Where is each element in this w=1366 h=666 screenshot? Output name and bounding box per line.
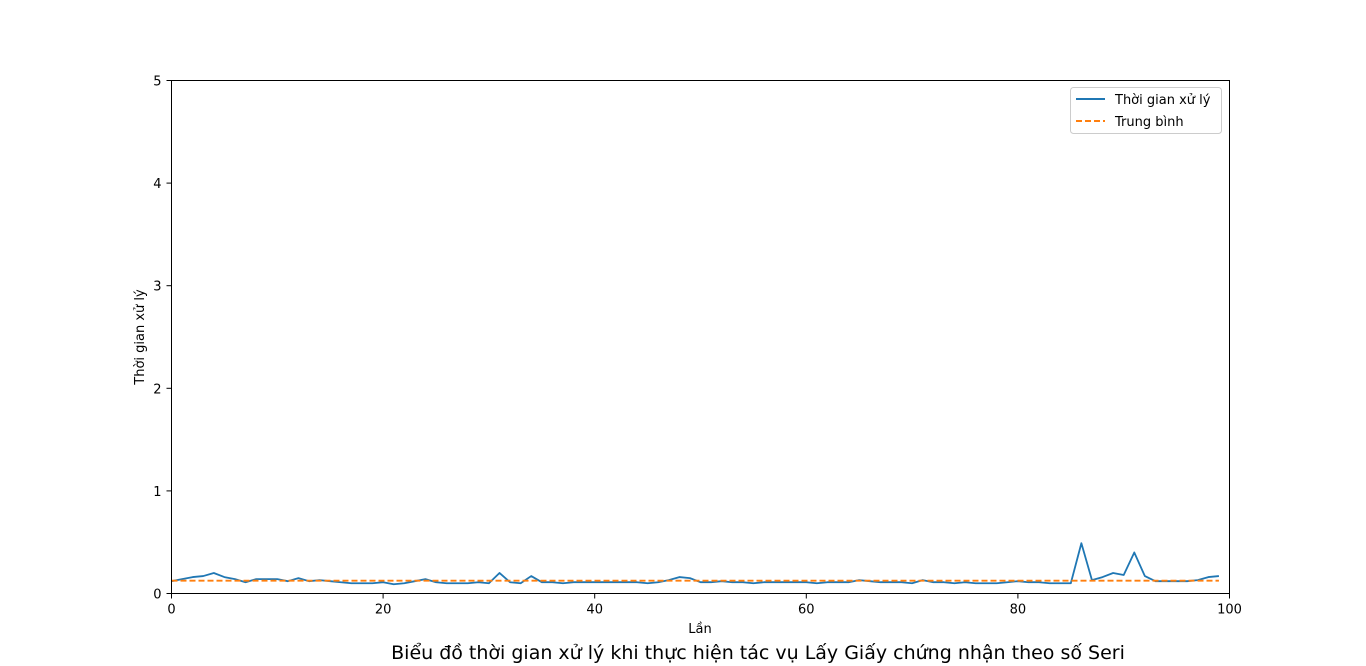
y-axis-ticks: 0 1 2 3 4 5 — [153, 75, 172, 603]
x-tick-label: 40 — [586, 603, 603, 618]
x-axis-label: Lần — [688, 622, 711, 637]
y-tick-label: 4 — [153, 177, 161, 192]
series-layer — [171, 542, 1220, 586]
x-tick-label: 20 — [375, 603, 392, 618]
y-tick-label: 5 — [153, 75, 161, 90]
x-tick-label: 0 — [167, 603, 175, 618]
y-tick-label: 1 — [153, 485, 161, 500]
chart-title: Biểu đồ thời gian xử lý khi thực hiện tá… — [391, 642, 1125, 664]
y-tick-label: 0 — [153, 588, 161, 603]
x-tick-label: 60 — [798, 603, 815, 618]
legend-frame — [1070, 87, 1222, 134]
legend-label-average: Trung bình — [1114, 115, 1184, 130]
y-axis-label: Thời gian xử lý — [133, 289, 148, 386]
y-tick-label: 3 — [153, 280, 161, 295]
legend-label-processing-time: Thời gian xử lý — [1114, 93, 1211, 108]
legend: Thời gian xử lý Trung bình — [1070, 87, 1222, 134]
x-tick-label: 80 — [1010, 603, 1027, 618]
plot-frame — [171, 80, 1230, 594]
plot-area — [171, 80, 1230, 594]
y-tick-label: 2 — [153, 382, 161, 397]
x-axis-ticks: 0 20 40 60 80 100 — [167, 593, 1242, 618]
x-tick-label: 100 — [1217, 603, 1242, 618]
